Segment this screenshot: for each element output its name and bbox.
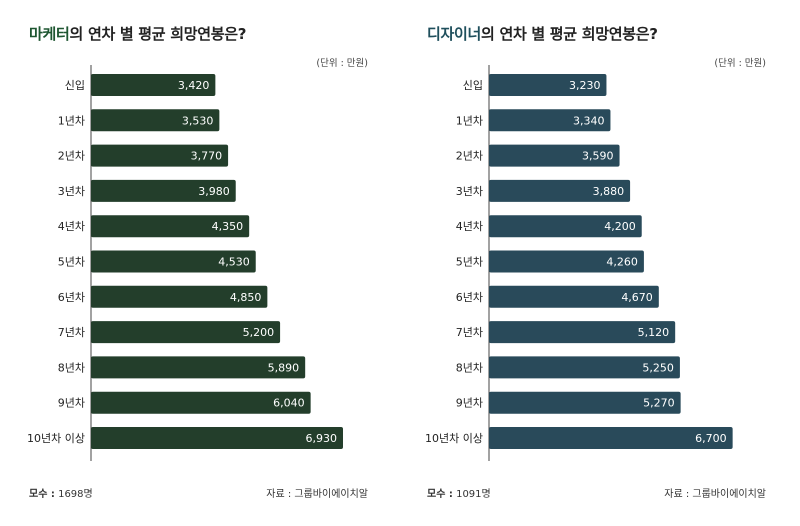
bar (91, 321, 281, 344)
bar (91, 179, 236, 202)
bar-value-label: 3,420 (178, 79, 210, 92)
category-tick-label: 1년차 (58, 114, 85, 127)
sample-size-label: 모수 : (427, 489, 453, 500)
sample-size: 모수 : 1091명 (427, 485, 491, 500)
bar-value-label: 5,270 (643, 397, 675, 410)
category-tick-label: 9년차 (456, 397, 483, 410)
bar (91, 285, 268, 308)
bar (489, 427, 733, 449)
category-tick-label: 9년차 (58, 397, 85, 410)
category-tick-label: 8년차 (456, 361, 483, 374)
bar-value-label: 4,200 (604, 220, 636, 233)
bar-value-label: 4,670 (621, 291, 653, 304)
category-tick-label: 7년차 (456, 326, 483, 339)
sample-size-value: 1091명 (456, 489, 491, 500)
bar-value-label: 5,120 (638, 326, 670, 339)
unit-label: (단위 : 만원) (714, 58, 766, 69)
category-tick-label: 3년차 (58, 185, 85, 198)
category-tick-label: 2년차 (58, 150, 85, 163)
bar-value-label: 6,040 (273, 397, 305, 410)
bar-value-label: 4,350 (212, 220, 244, 233)
bar (91, 356, 306, 379)
bar (489, 179, 631, 202)
designer-chart-panel: 디자이너의 연차 별 평균 희망연봉은? (단위 : 만원) 3,230 신입 3,… (401, 3, 796, 521)
source-note: 자료 : 그룹바이에이치알 (266, 489, 368, 500)
category-tick-label: 1년차 (456, 114, 483, 127)
category-tick-label: 7년차 (58, 326, 85, 339)
bar-value-label: 3,340 (573, 114, 605, 127)
bar (489, 250, 644, 273)
category-tick-label: 10년차 이상 (425, 432, 483, 445)
bar (91, 391, 311, 414)
bar-value-label: 5,890 (268, 361, 300, 374)
bar-value-label: 4,850 (230, 291, 262, 304)
bar-value-label: 3,230 (569, 79, 601, 92)
bar (91, 215, 250, 238)
bar-value-label: 4,530 (218, 256, 250, 269)
category-tick-label: 8년차 (58, 361, 85, 374)
category-tick-label: 5년차 (58, 256, 85, 269)
category-tick-label: 2년차 (456, 150, 483, 163)
bar-value-label: 3,590 (582, 150, 614, 163)
bar (489, 391, 681, 414)
category-tick-label: 3년차 (456, 185, 483, 198)
category-tick-label: 신입 (65, 79, 85, 92)
category-tick-label: 10년차 이상 (27, 432, 85, 445)
bar-value-label: 4,260 (606, 256, 638, 269)
title-rest: 의 연차 별 평균 희망연봉은? (481, 25, 658, 43)
bar-value-label: 3,530 (182, 114, 214, 127)
category-tick-label: 6년차 (456, 291, 483, 304)
bar (489, 74, 607, 96)
bar-value-label: 3,880 (593, 185, 625, 198)
title-accent: 디자이너 (427, 25, 482, 43)
category-tick-label: 신입 (463, 79, 483, 92)
bar (91, 427, 343, 449)
sample-size: 모수 : 1698명 (29, 485, 93, 500)
bar (489, 144, 620, 167)
bar (91, 250, 256, 273)
bar (91, 144, 229, 167)
bar (489, 321, 676, 344)
bar (489, 285, 659, 308)
marketer-chart-panel: 마케터의 연차 별 평균 희망연봉은? (단위 : 만원) 3,420 신입 3,5… (3, 3, 398, 521)
category-tick-label: 6년차 (58, 291, 85, 304)
sample-size-label: 모수 : (29, 489, 55, 500)
category-tick-label: 4년차 (58, 220, 85, 233)
bar-value-label: 6,930 (306, 432, 338, 445)
chart-title: 마케터의 연차 별 평균 희망연봉은? (29, 23, 246, 44)
title-rest: 의 연차 별 평균 희망연봉은? (69, 25, 247, 43)
unit-label: (단위 : 만원) (316, 58, 368, 69)
sample-size-value: 1698명 (58, 489, 93, 500)
bar (489, 356, 680, 379)
bar-value-label: 3,980 (198, 185, 230, 198)
bar-value-label: 5,200 (243, 326, 275, 339)
bar (489, 215, 642, 238)
chart-title: 디자이너의 연차 별 평균 희망연봉은? (427, 23, 658, 44)
bar (91, 74, 216, 96)
source-note: 자료 : 그룹바이에이치알 (664, 489, 766, 500)
marketer-bar-chart: 3,420 신입 3,530 1년차 3,770 2년차 3,980 3년차 4,350 4년차 4… (27, 65, 343, 461)
bar (91, 109, 220, 132)
bar-value-label: 3,770 (191, 150, 223, 163)
category-tick-label: 4년차 (456, 220, 483, 233)
bar (489, 109, 611, 132)
designer-bar-chart: 3,230 신입 3,340 1년차 3,590 2년차 3,880 3년차 4,200 4년차 4… (425, 65, 733, 461)
bar-value-label: 5,250 (642, 361, 674, 374)
bar-value-label: 6,700 (695, 432, 727, 445)
title-accent: 마케터 (29, 25, 70, 43)
category-tick-label: 5년차 (456, 256, 483, 269)
